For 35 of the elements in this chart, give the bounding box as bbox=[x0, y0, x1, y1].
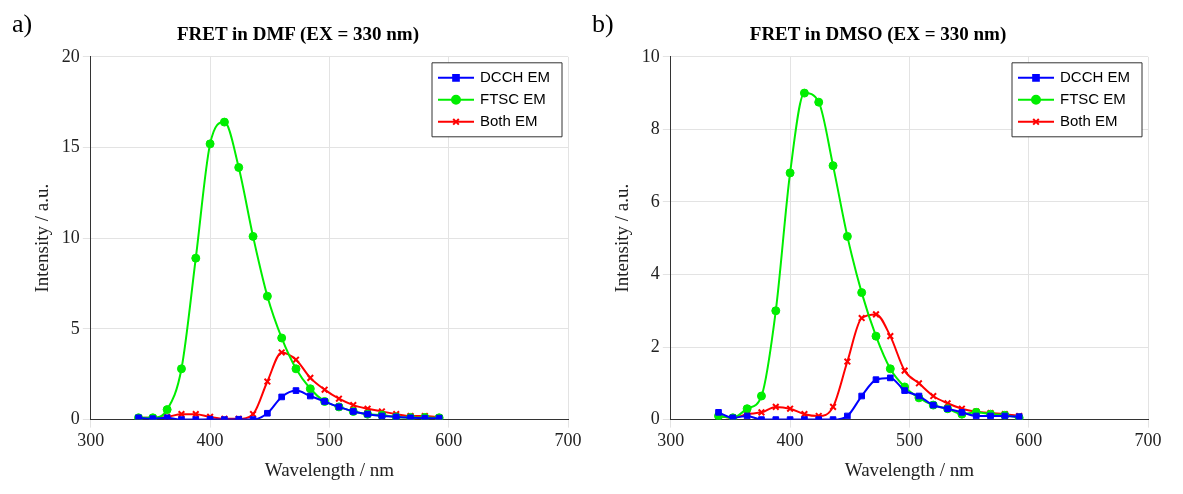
x-tick-label: 700 bbox=[1134, 430, 1162, 451]
legend-label: Both EM bbox=[480, 111, 538, 129]
y-tick-label: 6 bbox=[650, 190, 660, 211]
legend-label: Both EM bbox=[1060, 111, 1118, 129]
x-tick-label: 600 bbox=[435, 430, 463, 451]
x-tick-label: 600 bbox=[1015, 430, 1043, 451]
y-axis-title: Intensity / a.u. bbox=[31, 183, 53, 293]
text: a) bbox=[12, 8, 33, 38]
x-tick-label: 300 bbox=[657, 430, 685, 451]
legend-label: FTSC EM bbox=[480, 89, 546, 107]
x-tick-label: 300 bbox=[77, 430, 105, 451]
y-tick-label: 0 bbox=[650, 408, 660, 429]
text: b) bbox=[592, 8, 614, 38]
x-tick-label: 500 bbox=[895, 430, 923, 451]
x-axis-title: Wavelength / nm bbox=[264, 458, 395, 480]
x-axis-title: Wavelength / nm bbox=[844, 458, 975, 480]
y-tick-label: 0 bbox=[70, 408, 80, 429]
y-tick-label: 8 bbox=[650, 118, 660, 139]
legend-label: DCCH EM bbox=[1060, 67, 1130, 85]
y-tick-label: 10 bbox=[61, 226, 80, 247]
y-tick-label: 5 bbox=[70, 317, 80, 338]
chart-title: FRET in DMSO (EX = 330 nm) bbox=[749, 23, 1007, 46]
y-tick-label: 4 bbox=[650, 263, 660, 284]
x-tick-label: 500 bbox=[315, 430, 343, 451]
legend-label: DCCH EM bbox=[480, 67, 550, 85]
legend-label: FTSC EM bbox=[1060, 89, 1126, 107]
x-tick-label: 400 bbox=[776, 430, 804, 451]
x-tick-label: 700 bbox=[554, 430, 582, 451]
y-tick-label: 10 bbox=[641, 45, 660, 66]
y-tick-label: 20 bbox=[61, 45, 80, 66]
x-tick-label: 400 bbox=[196, 430, 224, 451]
y-tick-label: 2 bbox=[650, 335, 660, 356]
chart-title: FRET in DMF (EX = 330 nm) bbox=[177, 23, 419, 46]
y-axis-title: Intensity / a.u. bbox=[611, 183, 633, 293]
y-tick-label: 15 bbox=[61, 136, 80, 157]
